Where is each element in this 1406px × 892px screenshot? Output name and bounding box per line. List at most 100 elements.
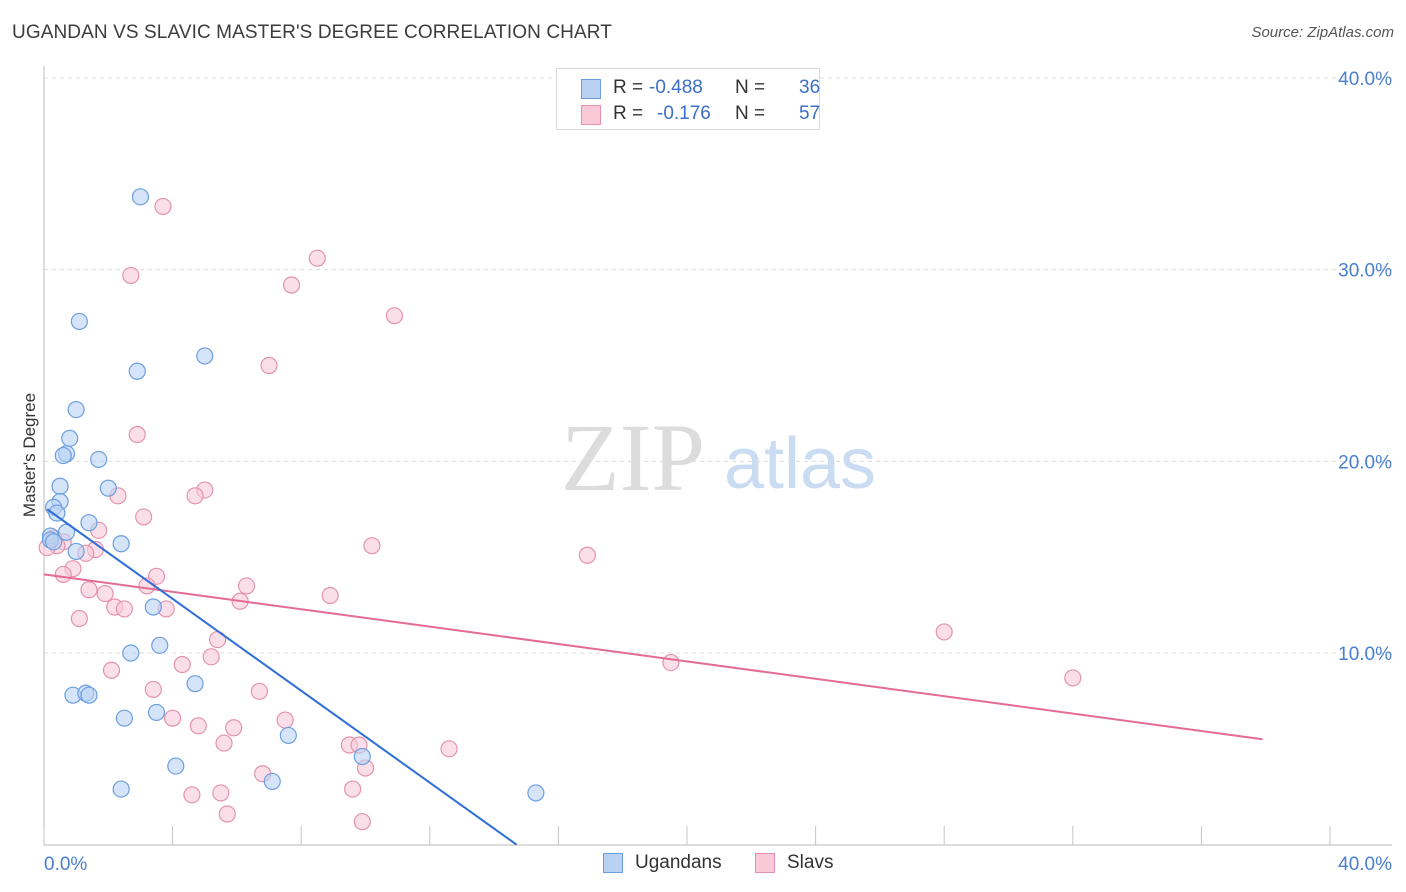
slavs-point [115, 600, 133, 618]
ugandans-point [122, 644, 140, 662]
ugandans-point [263, 772, 281, 791]
slavs-point [282, 276, 301, 294]
slavs-point [353, 813, 371, 831]
slavs-point [173, 655, 191, 674]
slavs-point [218, 805, 236, 823]
ugandans-point [186, 675, 204, 693]
ugandans-point [131, 188, 150, 206]
tick-labels: 10.0% 20.0% 30.0% 40.0% 0.0% 40.0% [44, 69, 1392, 875]
bottom-legend-swatch-slavs [755, 853, 775, 873]
bottom-legend-label-ugandans: Ugandans [635, 852, 722, 873]
ugandans-point [196, 347, 214, 365]
trend-lines [43, 508, 1263, 846]
slavs-point [122, 266, 140, 285]
ugandans-trend-line [46, 508, 518, 846]
slavs-point [189, 717, 207, 735]
ugandans-point [279, 726, 297, 745]
slavs-point [135, 508, 153, 526]
slavs-point [225, 719, 243, 737]
slavs-point [662, 653, 680, 672]
legend-n-value: 57 [799, 103, 821, 124]
slavs-point [102, 661, 121, 679]
ugandans-point [147, 703, 166, 722]
slavs-point [935, 623, 953, 641]
slavs-point [70, 609, 88, 628]
slavs-point [96, 584, 114, 603]
ugandans-point [527, 784, 545, 802]
slavs-point [202, 648, 220, 666]
slavs-point [260, 356, 278, 375]
ugandans-point [112, 535, 130, 553]
slavs-point [363, 537, 381, 555]
slavs-point [183, 786, 201, 804]
slavs-trend-line [43, 573, 1263, 741]
slavs-point [344, 780, 362, 798]
slavs-points [38, 197, 1082, 831]
legend-r-value: -0.176 [657, 103, 711, 124]
grid-lines [44, 77, 1392, 654]
legend-swatch-ugandans [581, 79, 601, 99]
bottom-legend-swatch-ugandans [603, 853, 623, 873]
x-tick-label: 40.0% [1338, 854, 1392, 875]
slavs-point [154, 197, 172, 216]
slavs-point [237, 577, 256, 595]
ugandans-point [51, 477, 69, 495]
ugandans-point [80, 514, 98, 532]
ugandans-point [80, 686, 98, 704]
axes [43, 66, 1392, 846]
ugandans-point [99, 479, 117, 497]
ugandans-point [115, 709, 133, 727]
slavs-point [128, 425, 146, 444]
bottom-legend-label-slavs: Slavs [787, 852, 834, 873]
legend-r-value: -0.488 [649, 77, 703, 98]
watermark-zip: ZIP [561, 404, 705, 511]
watermark-atlas: atlas [724, 424, 876, 504]
legend-n-value: 36 [799, 77, 821, 98]
legend-r-label: R = [613, 103, 644, 124]
ugandans-points [41, 188, 545, 802]
slavs-point [212, 784, 230, 802]
source-credit: Source: ZipAtlas.com [1251, 24, 1394, 41]
ugandans-point [61, 429, 79, 447]
legend-n-label: N = [735, 103, 766, 124]
ugandans-point [144, 598, 162, 616]
ugandans-point [67, 400, 85, 419]
x-tick-label: 0.0% [44, 854, 87, 875]
ugandans-point [167, 757, 185, 775]
legend-swatch-slavs [581, 105, 601, 125]
slavs-point [440, 740, 458, 758]
slavs-point [250, 682, 269, 700]
ugandans-point [90, 450, 108, 469]
y-axis-title: Master's Degree [20, 392, 39, 518]
ugandans-point [70, 312, 88, 331]
ugandans-point [54, 446, 72, 465]
ugandans-point [45, 533, 63, 551]
slavs-point [80, 581, 98, 599]
ugandans-point [353, 747, 371, 766]
slavs-point [276, 711, 294, 729]
slavs-point [385, 307, 404, 325]
ugandans-point [128, 362, 146, 380]
slavs-point [1064, 669, 1082, 687]
ugandans-point [48, 504, 66, 522]
correlation-legend: R = -0.488 N = 36 R = -0.176 N = 57 [556, 68, 820, 130]
slavs-point [186, 487, 204, 505]
slavs-point [578, 546, 596, 564]
slavs-point [215, 734, 233, 752]
y-tick-label: 20.0% [1338, 452, 1392, 473]
slavs-point [54, 565, 72, 584]
slavs-point [308, 249, 326, 267]
watermark: ZIP atlas [561, 404, 876, 511]
y-tick-label: 40.0% [1338, 69, 1392, 90]
legend-n-label: N = [735, 77, 766, 98]
ugandans-point [67, 542, 85, 561]
slavs-point [144, 680, 162, 699]
y-tick-label: 10.0% [1338, 644, 1392, 665]
ugandans-point [112, 780, 130, 798]
y-tick-label: 30.0% [1338, 261, 1392, 282]
slavs-point [164, 709, 182, 727]
chart-title: UGANDAN VS SLAVIC MASTER'S DEGREE CORREL… [12, 22, 612, 43]
slavs-point [321, 586, 339, 605]
legend-r-label: R = [613, 77, 644, 98]
